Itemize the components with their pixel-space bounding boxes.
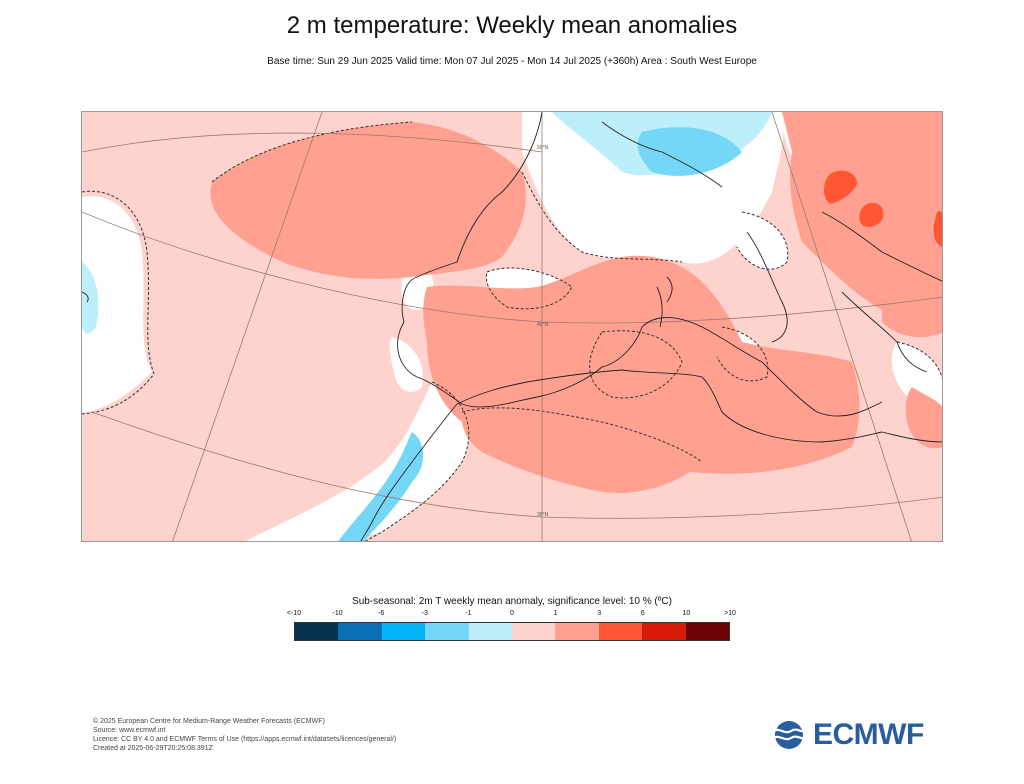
legend-swatch-7 xyxy=(598,623,643,640)
coastlines xyxy=(82,112,942,541)
footer-credits: © 2025 European Centre for Medium-Range … xyxy=(93,717,396,753)
map-canvas: 50°N 40°N 30°N xyxy=(82,112,942,541)
legend-tick: 6 xyxy=(640,610,645,617)
legend-swatch-0 xyxy=(295,623,339,640)
legend-ticks: <-10 -10 -6 -3 -1 0 1 3 6 10 >10 xyxy=(287,610,736,622)
legend-swatch-9 xyxy=(685,623,730,640)
legend-tick: <-10 xyxy=(286,610,302,617)
legend-swatch-4 xyxy=(468,623,513,640)
legend-tick: -1 xyxy=(465,610,472,617)
graticule xyxy=(82,112,942,541)
lat-label-top: 50°N xyxy=(537,145,549,151)
legend-tick: -10 xyxy=(332,610,343,617)
copyright-text: © 2025 European Centre for Medium-Range … xyxy=(93,718,325,725)
legend-swatch-8 xyxy=(642,623,686,640)
legend-swatch-3 xyxy=(425,623,469,640)
legend-title: Sub-seasonal: 2m T weekly mean anomaly, … xyxy=(352,596,672,607)
legend-swatch-6 xyxy=(555,623,599,640)
legend-tick: 0 xyxy=(510,610,514,617)
map-subtitle: Base time: Sun 29 Jun 2025 Valid time: M… xyxy=(267,56,757,67)
legend-tick: >10 xyxy=(724,610,736,617)
legend-tick: 3 xyxy=(597,610,602,617)
legend-colorbar xyxy=(294,622,730,641)
anomaly-map[interactable]: 50°N 40°N 30°N xyxy=(81,111,943,542)
ecmwf-wave-icon xyxy=(772,721,806,749)
created-text: Created at 2025-06-29T20:25:08.391Z xyxy=(93,745,213,752)
legend-tick: 1 xyxy=(553,610,558,617)
lat-label-mid: 40°N xyxy=(537,322,549,328)
source-text: Source: www.ecmwf.int xyxy=(93,727,166,734)
legend-swatch-2 xyxy=(381,623,426,640)
legend-swatch-1 xyxy=(338,623,382,640)
lat-label-bottom: 30°N xyxy=(537,512,549,518)
legend-tick: -6 xyxy=(378,610,385,617)
licence-text: Licence: CC BY 4.0 and ECMWF Terms of Us… xyxy=(93,736,397,743)
ecmwf-logo: ECMWF xyxy=(769,718,924,752)
map-title: 2 m temperature: Weekly mean anomalies xyxy=(286,12,738,39)
strong-warm-regions xyxy=(824,170,942,247)
legend-tick: -3 xyxy=(421,610,428,617)
ecmwf-wordmark: ECMWF xyxy=(813,718,924,751)
legend-swatch-5 xyxy=(512,623,556,640)
legend-tick: 10 xyxy=(682,610,691,617)
significance-contours xyxy=(82,121,942,541)
